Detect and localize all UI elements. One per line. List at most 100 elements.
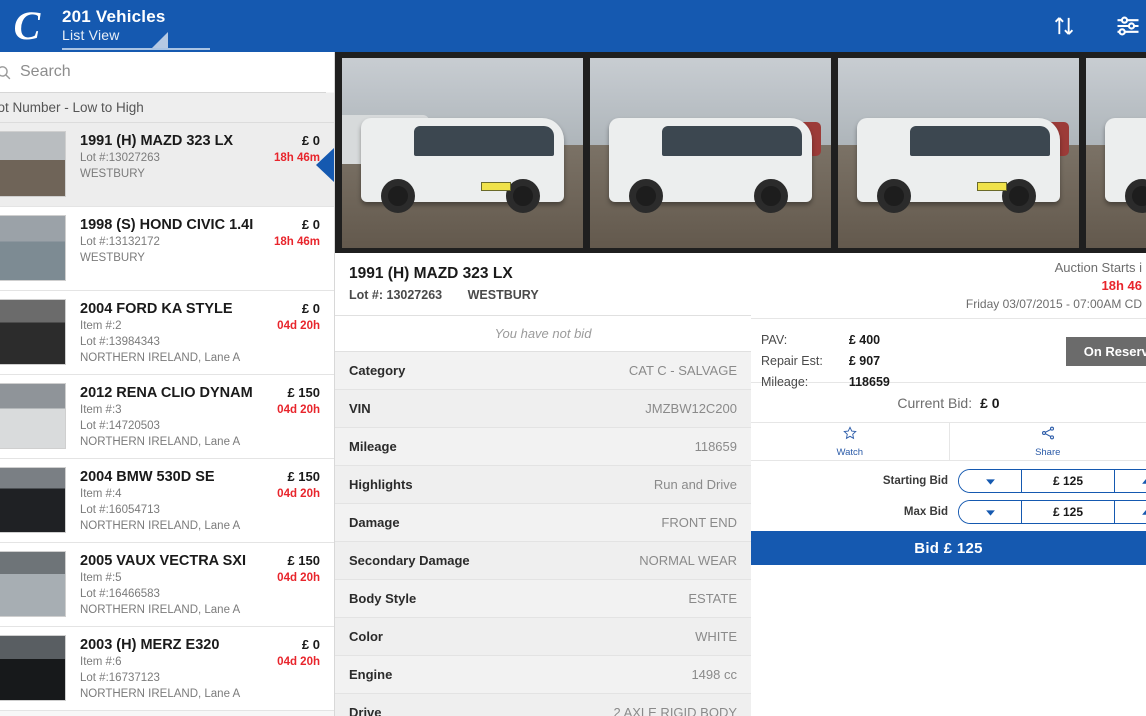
vehicle-photo-front-left[interactable] — [342, 57, 583, 248]
spec-key: VIN — [349, 401, 371, 416]
detail-location: WESTBURY — [467, 288, 539, 302]
repair-value: £ 907 — [848, 354, 881, 368]
share-button[interactable]: Share — [948, 423, 1146, 460]
vehicle-photo-strip[interactable] — [335, 52, 1146, 253]
sort-arrows-icon[interactable] — [1050, 12, 1078, 40]
star-outline-icon — [842, 425, 858, 446]
max-bid-row: Max Bid £ 125 — [751, 500, 1146, 524]
lot-location: NORTHERN IRELAND, Lane A — [80, 604, 241, 616]
spec-value: JMZBW12C200 — [645, 401, 737, 416]
chevron-up-icon[interactable] — [1115, 470, 1146, 492]
filter-sliders-icon[interactable] — [1114, 12, 1142, 40]
lot-number: Lot #:13132172 — [80, 236, 160, 248]
spec-value: 2 AXLE RIGID BODY — [613, 705, 737, 716]
spec-row-drive: Drive 2 AXLE RIGID BODY — [335, 694, 751, 716]
max-bid-value[interactable]: £ 125 — [1021, 501, 1115, 523]
spec-key: Mileage — [349, 439, 397, 454]
detail-title: 1991 (H) MAZD 323 LX — [349, 265, 513, 282]
chevron-up-icon[interactable] — [1115, 501, 1146, 523]
list-item[interactable]: 2004 BMW 530D SE Item #:4 Lot #:16054713… — [0, 459, 334, 543]
vehicle-spec-table[interactable]: Category CAT C - SALVAGE VIN JMZBW12C200… — [335, 352, 751, 716]
list-item[interactable]: 2012 RENA CLIO DYNAM Item #:3 Lot #:1472… — [0, 375, 334, 459]
detail-header: 1991 (H) MAZD 323 LX Lot #: 13027263 WES… — [335, 253, 751, 316]
lot-title: 2012 RENA CLIO DYNAM — [80, 385, 253, 401]
vehicle-photo-side[interactable] — [1086, 57, 1146, 248]
lot-item-number: Item #:3 — [80, 404, 122, 416]
lot-item-number: Item #:6 — [80, 656, 122, 668]
lot-price: £ 0 — [301, 301, 320, 316]
top-app-bar: C 201 Vehicles List View — [0, 0, 1146, 52]
submit-bid-button[interactable]: Bid £ 125 — [751, 531, 1146, 565]
mileage-value: 118659 — [848, 375, 890, 389]
detail-lot-number: Lot #: 13027263 — [349, 288, 443, 302]
lot-location: WESTBURY — [80, 252, 145, 264]
auction-date: Friday 03/07/2015 - 07:00AM CD — [965, 297, 1142, 311]
watch-label: Watch — [836, 447, 864, 458]
starting-bid-value[interactable]: £ 125 — [1021, 470, 1115, 492]
spec-row-vin: VIN JMZBW12C200 — [335, 390, 751, 428]
max-bid-stepper[interactable]: £ 125 — [958, 500, 1146, 524]
bid-entry-fields: Starting Bid £ 125 Max Bid — [751, 461, 1146, 569]
valuation-block: PAV: £ 400 Repair Est: £ 907 Mileage: 11… — [751, 319, 1146, 389]
spec-row-highlights: Highlights Run and Drive — [335, 466, 751, 504]
vehicle-photo-rear-right[interactable] — [590, 57, 831, 248]
spec-value: Run and Drive — [653, 477, 737, 492]
search-input[interactable] — [14, 63, 334, 81]
vehicle-photo-rear[interactable] — [838, 57, 1079, 248]
list-item[interactable]: 1991 (H) MAZD 323 LX Lot #:13027263 WEST… — [0, 123, 334, 207]
bid-status-text: You have not bid — [494, 326, 592, 341]
bid-panel: Auction Starts i 18h 46 Friday 03/07/201… — [751, 253, 1146, 716]
lot-item-number: Item #:5 — [80, 572, 122, 584]
lot-countdown: 04d 20h — [277, 320, 320, 332]
list-item[interactable]: 2004 FORD KA STYLE Item #:2 Lot #:139843… — [0, 291, 334, 375]
spec-value: NORMAL WEAR — [639, 553, 737, 568]
view-selector[interactable]: 201 Vehicles List View — [62, 7, 210, 50]
copart-logo[interactable]: C — [0, 0, 52, 52]
lot-number: Lot #:16737123 — [80, 672, 160, 684]
table-row: Repair Est: £ 907 — [761, 352, 890, 371]
list-item[interactable]: 2003 (H) MERZ E320 Item #:6 Lot #:167371… — [0, 627, 334, 711]
search-underline — [0, 92, 326, 93]
lot-title: 1991 (H) MAZD 323 LX — [80, 133, 234, 149]
lot-thumbnail — [0, 215, 66, 281]
lot-location: NORTHERN IRELAND, Lane A — [80, 520, 241, 532]
lot-thumbnail — [0, 383, 66, 449]
list-item[interactable]: 2005 VAUX VECTRA SXI Item #:5 Lot #:1646… — [0, 543, 334, 627]
spec-value: 1498 cc — [691, 667, 737, 682]
lot-countdown: 04d 20h — [277, 656, 320, 668]
table-row: Mileage: 118659 — [761, 373, 890, 392]
sort-indicator-row[interactable]: Lot Number - Low to High — [0, 93, 334, 123]
spec-row-mileage: Mileage 118659 — [335, 428, 751, 466]
dropdown-corner-icon[interactable] — [151, 31, 168, 48]
watch-button[interactable]: Watch — [751, 423, 949, 460]
lot-list-panel: Lot Number - Low to High 1991 (H) MAZD 3… — [0, 52, 335, 716]
lot-list[interactable]: 1991 (H) MAZD 323 LX Lot #:13027263 WEST… — [0, 123, 334, 715]
spec-key: Drive — [349, 705, 382, 716]
chevron-down-icon[interactable] — [959, 470, 1021, 492]
spec-row-color: Color WHITE — [335, 618, 751, 656]
starting-bid-stepper[interactable]: £ 125 — [958, 469, 1146, 493]
spec-key: Engine — [349, 667, 393, 682]
auction-countdown: 18h 46 — [1101, 278, 1142, 293]
spec-key: Body Style — [349, 591, 417, 606]
logo-letter: C — [13, 3, 41, 48]
lot-countdown: 18h 46m — [273, 236, 320, 248]
spec-key: Category — [349, 363, 406, 378]
spec-row-category: Category CAT C - SALVAGE — [335, 352, 751, 390]
spec-row-engine: Engine 1498 cc — [335, 656, 751, 694]
view-mode-label: List View — [62, 26, 120, 43]
lot-number: Lot #:13984343 — [80, 336, 160, 348]
lot-item-number: Item #:2 — [80, 320, 122, 332]
spec-value: CAT C - SALVAGE — [628, 363, 737, 378]
spec-row-damage: Damage FRONT END — [335, 504, 751, 542]
current-bid-label: Current Bid: — [897, 394, 973, 411]
lot-title: 2005 VAUX VECTRA SXI — [80, 553, 246, 569]
chevron-down-icon[interactable] — [959, 501, 1021, 523]
lot-price: £ 0 — [301, 133, 320, 148]
list-item[interactable]: 1998 (S) HOND CIVIC 1.4I Lot #:13132172 … — [0, 207, 334, 291]
search-bar[interactable] — [0, 52, 334, 92]
lot-price: £ 0 — [301, 637, 320, 652]
pav-label: PAV: — [761, 333, 788, 347]
lot-number: Lot #:14720503 — [80, 420, 160, 432]
lot-countdown: 04d 20h — [277, 488, 320, 500]
